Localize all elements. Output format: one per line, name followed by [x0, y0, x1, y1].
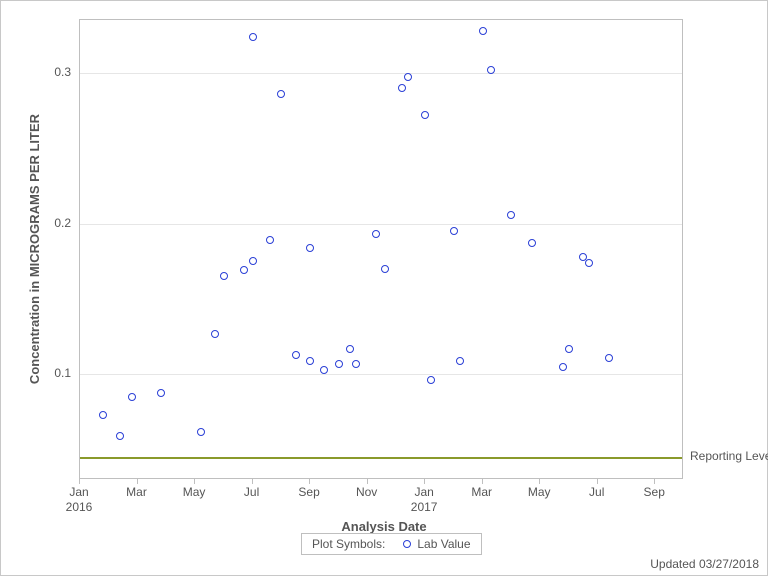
- data-point: [352, 360, 360, 368]
- x-tick-mark: [539, 479, 540, 484]
- data-point: [335, 360, 343, 368]
- data-point: [266, 236, 274, 244]
- data-point: [528, 239, 536, 247]
- data-point: [450, 227, 458, 235]
- x-tick-label: Nov: [356, 485, 377, 499]
- x-tick-label: Jan: [69, 485, 88, 499]
- plot-area: Reporting Level: [79, 19, 683, 479]
- legend: Plot Symbols: Lab Value: [301, 533, 482, 555]
- reporting-level-line: [80, 457, 682, 459]
- x-tick-label: Jul: [244, 485, 259, 499]
- x-tick-label: Mar: [126, 485, 147, 499]
- data-point: [372, 230, 380, 238]
- x-tick-label: Jul: [589, 485, 604, 499]
- data-point: [404, 73, 412, 81]
- gridline: [80, 73, 682, 74]
- x-tick-label: Sep: [644, 485, 665, 499]
- data-point: [559, 363, 567, 371]
- x-tick-label: Sep: [298, 485, 319, 499]
- data-point: [398, 84, 406, 92]
- x-tick-mark: [654, 479, 655, 484]
- data-point: [306, 357, 314, 365]
- x-tick-mark: [137, 479, 138, 484]
- x-tick-label: May: [183, 485, 206, 499]
- y-tick-label: 0.1: [39, 366, 71, 380]
- y-tick-label: 0.3: [39, 65, 71, 79]
- data-point: [479, 27, 487, 35]
- gridline: [80, 224, 682, 225]
- data-point: [605, 354, 613, 362]
- x-tick-mark: [79, 479, 80, 484]
- data-point: [240, 266, 248, 274]
- data-point: [320, 366, 328, 374]
- data-point: [116, 432, 124, 440]
- data-point: [421, 111, 429, 119]
- data-point: [99, 411, 107, 419]
- x-tick-mark: [367, 479, 368, 484]
- data-point: [249, 33, 257, 41]
- x-tick-mark: [597, 479, 598, 484]
- data-point: [211, 330, 219, 338]
- x-tick-sublabel: 2016: [66, 500, 93, 514]
- data-point: [249, 257, 257, 265]
- x-tick-mark: [482, 479, 483, 484]
- legend-series-label: Lab Value: [417, 537, 470, 551]
- x-tick-sublabel: 2017: [411, 500, 438, 514]
- data-point: [565, 345, 573, 353]
- data-point: [220, 272, 228, 280]
- reporting-level-label: Reporting Level: [690, 449, 768, 463]
- chart-frame: Reporting Level Concentration in MICROGR…: [0, 0, 768, 576]
- gridline: [80, 374, 682, 375]
- data-point: [128, 393, 136, 401]
- x-tick-label: May: [528, 485, 551, 499]
- data-point: [585, 259, 593, 267]
- x-axis-label: Analysis Date: [1, 519, 767, 534]
- data-point: [306, 244, 314, 252]
- data-point: [157, 389, 165, 397]
- data-point: [197, 428, 205, 436]
- data-point: [277, 90, 285, 98]
- data-point: [346, 345, 354, 353]
- data-point: [427, 376, 435, 384]
- x-tick-mark: [309, 479, 310, 484]
- x-tick-label: Mar: [471, 485, 492, 499]
- data-point: [381, 265, 389, 273]
- data-point: [507, 211, 515, 219]
- legend-marker-icon: [403, 540, 411, 548]
- y-tick-label: 0.2: [39, 216, 71, 230]
- data-point: [292, 351, 300, 359]
- x-tick-mark: [424, 479, 425, 484]
- x-tick-mark: [252, 479, 253, 484]
- updated-footer: Updated 03/27/2018: [650, 557, 759, 571]
- x-tick-mark: [194, 479, 195, 484]
- x-tick-label: Jan: [414, 485, 433, 499]
- y-axis-label: Concentration in MICROGRAMS PER LITER: [27, 114, 42, 384]
- data-point: [487, 66, 495, 74]
- legend-title: Plot Symbols:: [312, 537, 385, 551]
- data-point: [456, 357, 464, 365]
